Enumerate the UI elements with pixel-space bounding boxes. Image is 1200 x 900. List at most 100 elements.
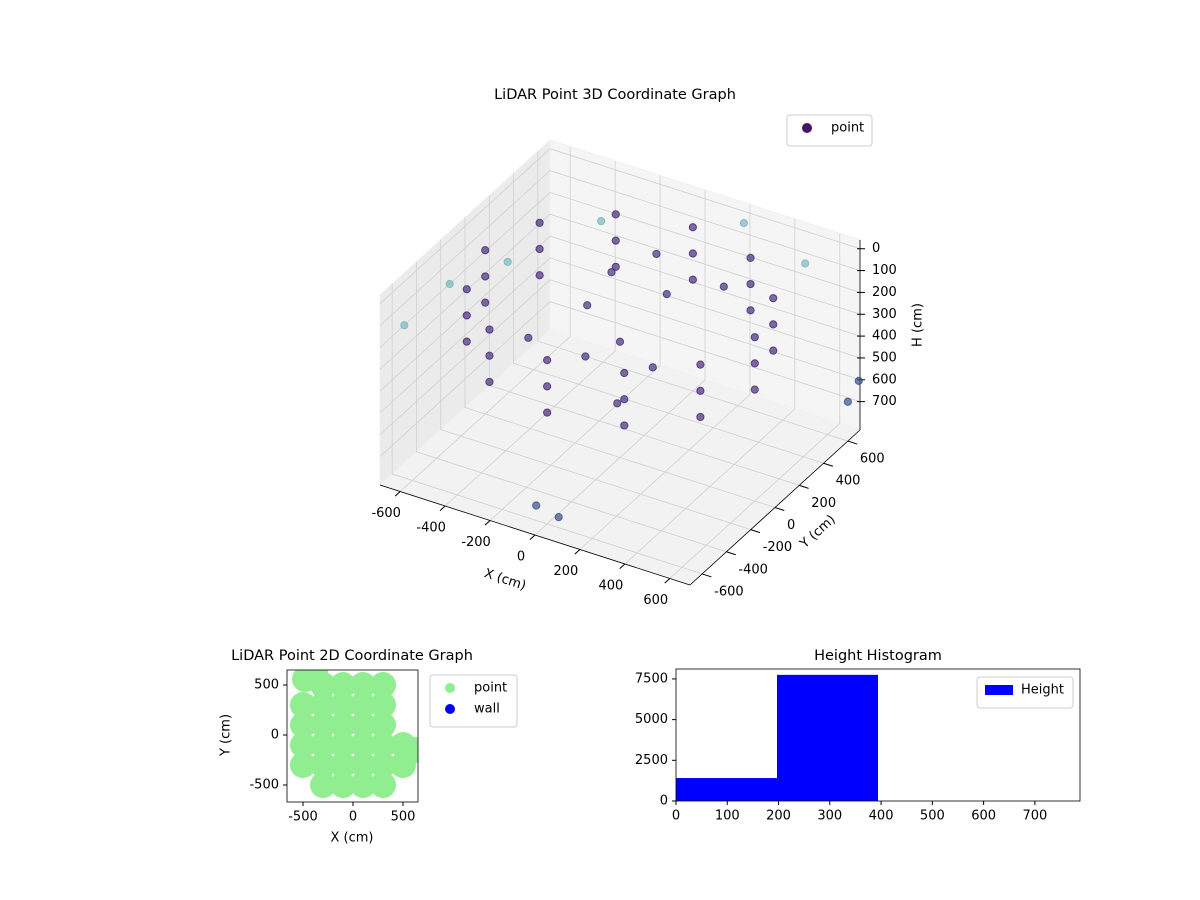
point (746, 279, 755, 289)
y-tick-label: 400 (836, 474, 861, 489)
point (750, 385, 759, 394)
legend-label: point (831, 121, 864, 136)
y-tick (847, 440, 858, 445)
point (402, 737, 418, 763)
z-tick-label: 500 (872, 350, 897, 365)
legend-marker (445, 683, 455, 693)
plot-area (290, 670, 418, 798)
y-tick-label: 500 (254, 678, 279, 693)
point (648, 363, 657, 372)
x-tick (529, 534, 536, 541)
point (503, 257, 512, 266)
x-tick-label: 0 (672, 809, 680, 824)
point (750, 333, 759, 342)
point (652, 249, 661, 259)
point (524, 333, 533, 342)
x-tick-label: 400 (869, 809, 894, 824)
point (611, 236, 620, 245)
point (662, 289, 671, 299)
legend-label: point (474, 681, 507, 696)
y-tick-label: 0 (787, 518, 795, 533)
bar (676, 778, 777, 801)
grid-line (534, 190, 706, 536)
x-tick-label: -400 (416, 521, 446, 536)
point (543, 382, 552, 391)
point (843, 397, 852, 406)
z-tick-label: 300 (872, 307, 897, 322)
y-tick (701, 573, 712, 578)
y-tick-label: 0 (660, 794, 668, 809)
x-tick (574, 549, 581, 555)
point (350, 672, 376, 698)
point (310, 772, 336, 798)
point (330, 712, 356, 738)
point (746, 306, 755, 315)
point (370, 672, 396, 698)
x-tick (439, 505, 446, 512)
point (696, 412, 705, 422)
y-tick (823, 462, 834, 467)
point (613, 399, 622, 408)
point (554, 513, 563, 522)
point (302, 670, 328, 684)
point (750, 359, 759, 368)
x-tick-label: -600 (371, 506, 401, 521)
y-tick-label: -500 (249, 778, 279, 793)
legend-label: Height (1021, 683, 1064, 698)
point (481, 272, 490, 281)
y-tick (799, 484, 809, 489)
point (330, 672, 356, 698)
z-tick-label: 100 (872, 263, 897, 278)
grid-line (464, 217, 776, 508)
y-axis-label: Y (cm) (219, 714, 234, 757)
y-axis-label: Y (cm) (797, 512, 839, 552)
point (615, 337, 625, 346)
z-tick-label: 700 (872, 394, 897, 409)
point (310, 752, 336, 778)
point (370, 692, 396, 718)
x-tick (619, 563, 626, 570)
x-tick-label: 400 (598, 578, 623, 593)
legend: point wall (429, 674, 518, 728)
point (310, 712, 336, 738)
x-tick-label: -200 (461, 535, 491, 550)
x-tick-label: 500 (920, 809, 945, 824)
x-axis-label: X (cm) (482, 566, 528, 594)
y-tick-label: -400 (738, 562, 768, 577)
point (620, 368, 629, 378)
point (535, 244, 544, 254)
point (597, 217, 606, 226)
grid-line (416, 261, 727, 553)
legend: Height (976, 676, 1074, 709)
legend-swatch (985, 685, 1013, 695)
legend-frame (976, 676, 1074, 709)
x-tick (394, 491, 401, 497)
point (481, 246, 490, 255)
point (330, 692, 356, 718)
y-tick-label: 200 (811, 496, 836, 511)
chart-title: Height Histogram (814, 648, 942, 664)
point (481, 298, 490, 307)
point (688, 223, 697, 232)
point (330, 772, 356, 798)
legend-marker (802, 123, 812, 133)
grid-line (669, 233, 841, 579)
y-tick-label: 0 (271, 728, 279, 743)
x-tick (664, 578, 671, 584)
grid-line (379, 170, 861, 326)
y-tick-label: 2500 (635, 753, 668, 768)
point (543, 408, 552, 417)
point (719, 282, 728, 291)
y-tick-label: 7500 (635, 671, 668, 686)
point (370, 752, 396, 778)
x-tick-label: 600 (643, 593, 668, 608)
point (543, 356, 552, 365)
point (581, 352, 590, 361)
point (310, 692, 336, 718)
grid-line (379, 301, 861, 457)
point (854, 376, 863, 385)
point (330, 732, 356, 758)
point (370, 772, 396, 798)
point (462, 337, 471, 346)
